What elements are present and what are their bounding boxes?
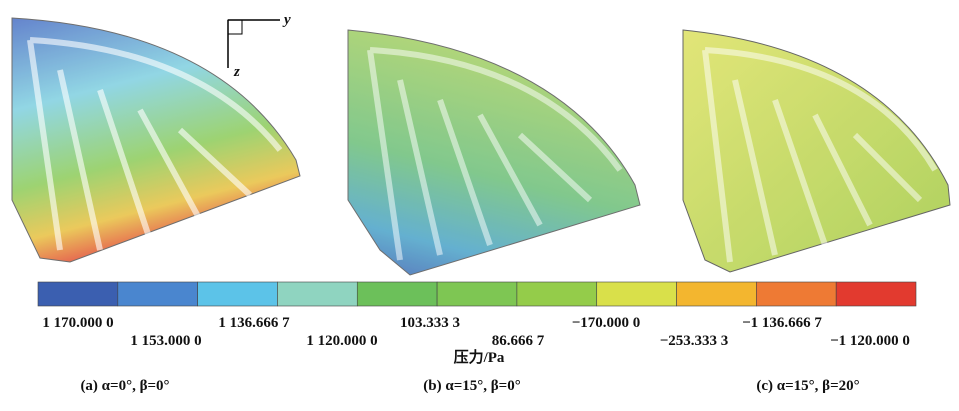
colorbar-segment [437, 282, 517, 306]
colorbar-segment [38, 282, 118, 306]
caption: (a) α=0°, β=0° [80, 378, 169, 394]
render-a [12, 18, 300, 262]
render-b [348, 30, 640, 275]
colorbar-label: 86.666 7 [492, 333, 545, 349]
colorbar-unit: 压力/Pa [454, 348, 505, 366]
caption: (c) α=15°, β=20° [756, 378, 859, 394]
colorbar-label: 1 136.666 7 [218, 315, 290, 331]
colorbar-label: −253.333 3 [660, 333, 729, 349]
colorbar-label: 103.333 3 [400, 315, 460, 331]
colorbar-label: 1 170.000 0 [42, 315, 113, 331]
colorbar-label: −1 136.666 7 [742, 315, 822, 331]
colorbar-segment [836, 282, 916, 306]
colorbar [38, 282, 916, 306]
colorbar-segment [198, 282, 278, 306]
colorbar-segment [597, 282, 677, 306]
axis-icon: y z [228, 12, 291, 80]
colorbar-label: 1 153.000 0 [130, 333, 201, 349]
figure: y z 压力/Pa 1 170.000 0 1 153.000 0 1 136.66… [0, 0, 959, 406]
axis-label: y [282, 12, 291, 28]
colorbar-segment [357, 282, 437, 306]
colorbar-segment [277, 282, 357, 306]
colorbar-label: 1 120.000 0 [306, 333, 377, 349]
caption: (b) α=15°, β=0° [423, 378, 520, 394]
colorbar-segment [517, 282, 597, 306]
colorbar-segment [677, 282, 757, 306]
colorbar-segment [756, 282, 836, 306]
colorbar-segment [118, 282, 198, 306]
axis-label: z [233, 64, 240, 80]
render-c [683, 30, 950, 272]
colorbar-label: −1 120.000 0 [830, 333, 910, 349]
colorbar-label: −170.000 0 [572, 315, 641, 331]
